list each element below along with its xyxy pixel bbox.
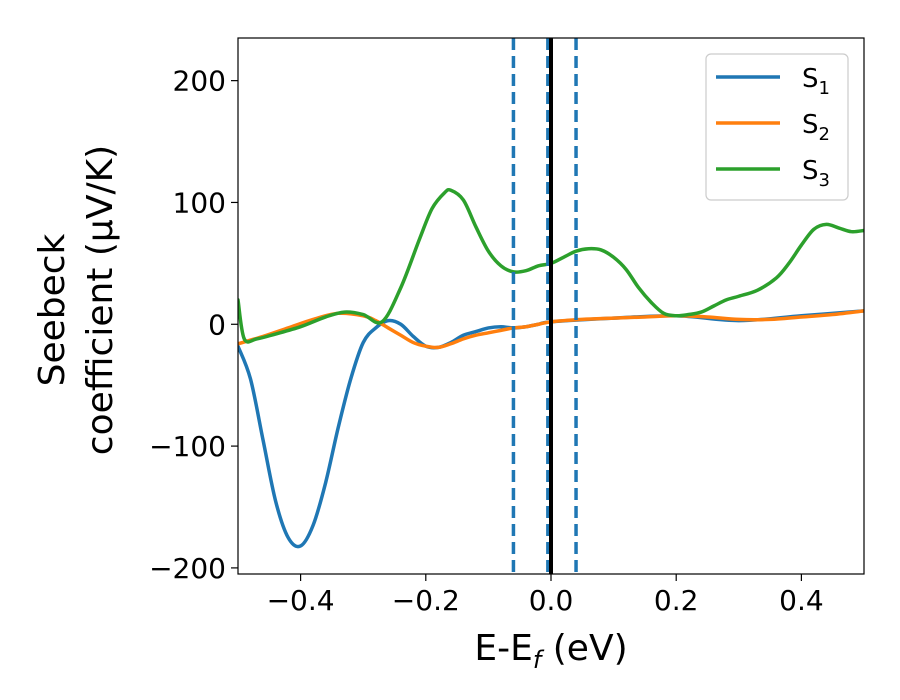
legend-label-s2: S2: [802, 110, 830, 145]
x-tick-label: −0.2: [392, 584, 460, 617]
legend-label-s1: S1: [802, 64, 830, 99]
legend: S1 S2 S3: [705, 53, 849, 201]
y-tick-label: −200: [149, 552, 226, 585]
plot-area: [238, 38, 864, 574]
x-tick-label: 0.4: [779, 584, 824, 617]
legend-label-s3: S3: [802, 156, 830, 191]
x-axis-label: E-Ef (eV): [474, 628, 627, 674]
x-tick-label: 0.0: [529, 584, 574, 617]
x-tick-label: 0.2: [654, 584, 699, 617]
y-axis-label-line2: coefficient (μV/K): [80, 145, 121, 455]
y-axis-label-line1: Seebeck: [32, 233, 73, 386]
y-tick-label: 100: [173, 186, 226, 219]
axes: −0.4 −0.2 0.0 0.2 0.4 −200 −100 0 100 200: [149, 65, 824, 617]
y-tick-label: 0: [208, 308, 226, 341]
series-line-s3: [238, 187, 864, 344]
legend-box: [705, 53, 849, 201]
x-tick-label: −0.4: [267, 584, 335, 617]
y-tick-label: 200: [173, 65, 226, 98]
y-tick-label: −100: [149, 430, 226, 463]
